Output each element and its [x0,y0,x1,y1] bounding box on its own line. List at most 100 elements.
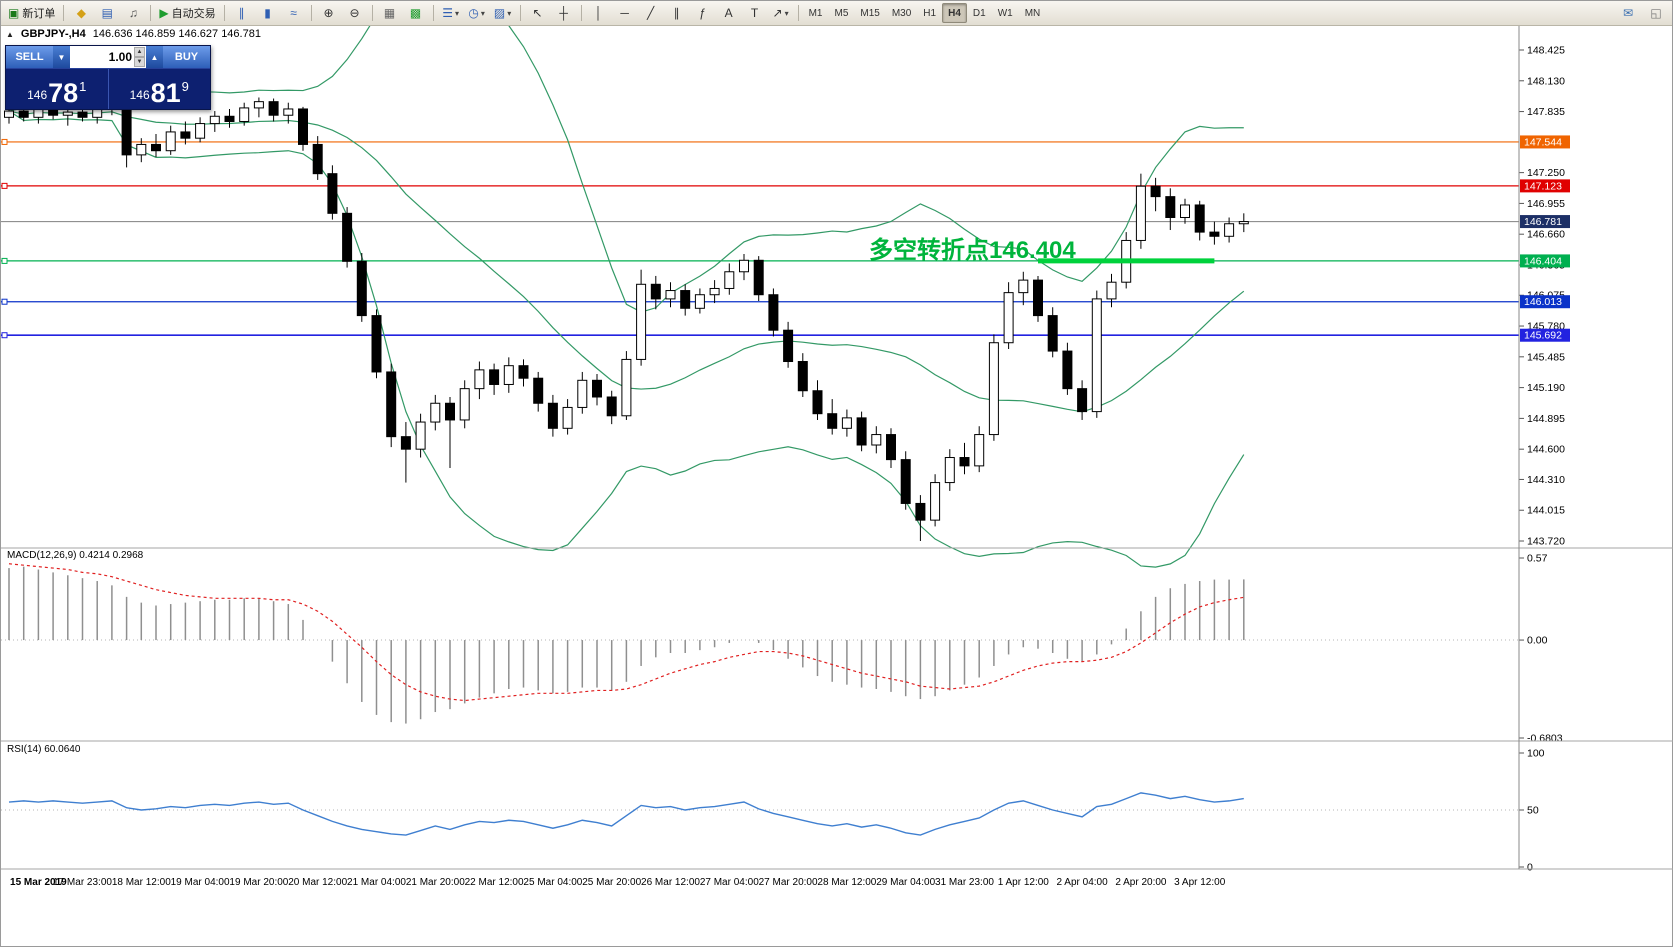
text-label-button[interactable]: T [742,2,768,24]
bar-chart-icon-button[interactable]: ∥ [229,2,255,24]
candle-body [1209,231,1220,237]
candle-body [445,402,455,421]
hline-handle[interactable] [1,298,8,305]
candlestick-icon-icon: ▮ [264,6,271,20]
candle-body [151,143,161,152]
price-scale[interactable]: 148.425 148.130 147.835 147.250 146.955 146.6… [1519,45,1570,548]
hline-handle[interactable] [1,257,8,264]
indicators-button-dropdown-icon[interactable]: ▾ [454,8,459,18]
time-label: 27 Mar 04:00 [700,877,759,888]
toolbar-right-button-2[interactable]: ◱ [1643,2,1669,24]
candle-body [1091,298,1102,413]
autotrading-button[interactable]: ▶ 自动交易 [155,2,219,24]
periods-button[interactable]: ◷ ▾ [464,2,490,24]
buy-price-prefix: 146 [129,88,150,102]
candle-body [753,259,764,296]
favorites-icon-button[interactable]: ◆ [68,2,94,24]
collapse-trade-panel-icon[interactable]: ▲ [6,29,14,39]
lot-input[interactable]: 1.00 ▲ ▼ [70,46,146,68]
macd-panel[interactable]: 0.57 0.00 -0.6803 [1,553,1563,745]
lot-spinner[interactable]: ▲ ▼ [134,47,145,67]
cursor-button[interactable]: ↖ [525,2,551,24]
candle-body [4,110,14,118]
buy-price[interactable]: 146 81 9 [107,69,211,109]
timeframe-h4[interactable]: H4 [942,3,967,23]
sell-button[interactable]: SELL [6,46,53,68]
periods-button-dropdown-icon[interactable]: ▾ [480,8,485,18]
arrows-button[interactable]: ↗ ▾ [768,2,794,24]
text-button[interactable]: A [716,2,742,24]
zoom-in-icon: ⊕ [323,6,334,20]
tile-windows-button[interactable]: ▦ [377,2,403,24]
fibonacci-button[interactable]: ƒ [690,2,716,24]
vertical-line-button[interactable]: │ [586,2,612,24]
hline-handle[interactable] [1,182,8,189]
lot-decrease-button[interactable]: ▼ [53,46,70,68]
candle-body [768,294,779,331]
timeframe-m5[interactable]: M5 [834,7,849,19]
timeframe-m30[interactable]: M30 [891,7,912,19]
zoom-in-button[interactable]: ⊕ [316,2,342,24]
horizontal-line-button[interactable]: ─ [612,2,638,24]
toolbar: ▣ 新订单 ◆ ▤ ♫ ▶ 自动交易 ∥ ▮ ≈ ⊕ ⊖ ▦ ▩ ☰ ▾ ◷ ▾ ▨ ▾ ↖ ┼ │ ─ ╱ ∥ ƒ A T ↗ ▾ M1 M5… [1,1,1672,26]
trendline-button[interactable]: ╱ [638,2,664,24]
timeframe-m1[interactable]: M1 [808,7,823,19]
new-order-button[interactable]: ▣ 新订单 [4,2,59,24]
chart-canvas[interactable]: 0.57 0.00 -0.6803 100 50 0 148.425 148.130 147.8… [1,25,1673,948]
grid-icon: ▩ [409,6,422,20]
rsi-header: RSI(14) 60.0640 [7,744,81,755]
price-tag-147.544 [1520,135,1570,149]
templates-button[interactable]: ▨ ▾ [490,2,516,24]
time-label: 1 Apr 12:00 [998,877,1050,888]
market-watch-icon-button[interactable]: ▤ [94,2,120,24]
hline-handle[interactable] [1,332,8,339]
periods-icon: ◷ [468,6,479,20]
timeframe-w1[interactable]: W1 [997,7,1013,19]
candle-body [886,434,896,461]
alerts-icon-button[interactable]: ♫ [120,2,146,24]
rsi-line [8,792,1244,836]
trendline-icon: ╱ [646,6,655,20]
time-label: 25 Mar 20:00 [582,877,641,888]
bar-chart-icon-icon: ∥ [238,6,245,20]
vertical-line-icon: │ [594,6,603,20]
line-chart-icon-button[interactable]: ≈ [281,2,307,24]
grid-button[interactable]: ▩ [403,2,429,24]
lot-increase-button[interactable]: ▲ [146,46,163,68]
price-tick-label: 147.250 [1527,167,1565,179]
lot-spinner-down-icon[interactable]: ▼ [134,57,145,67]
timeframe-d1[interactable]: D1 [972,7,986,19]
timeframe-m15[interactable]: M15 [860,7,880,19]
lot-spinner-up-icon[interactable]: ▲ [134,47,145,57]
candle-body [62,111,73,116]
channel-button[interactable]: ∥ [664,2,690,24]
indicators-button[interactable]: ☰ ▾ [438,2,464,24]
sell-price[interactable]: 146 78 1 [6,69,108,109]
chart-annotation[interactable]: 多空转折点146.404 [869,237,1076,264]
candlestick-icon-button[interactable]: ▮ [255,2,281,24]
one-click-trade-panel: SELL ▼ 1.00 ▲ ▼ ▲ BUY 146 78 1 146 81 9 [5,45,211,110]
main-chart-panel[interactable] [1,25,1519,568]
rsi-panel[interactable]: 100 50 0 [1,748,1545,874]
candle-body [474,369,485,390]
candle-body [871,434,882,446]
time-label: 29 Mar 04:00 [876,877,935,888]
templates-button-dropdown-icon[interactable]: ▾ [507,8,512,18]
text-icon: A [724,6,733,20]
price-tick-label: 144.015 [1527,505,1565,517]
candle-body [77,111,88,118]
buy-button[interactable]: BUY [163,46,210,68]
arrows-button-dropdown-icon[interactable]: ▾ [784,8,789,18]
candle-body [298,108,308,145]
candle-body [400,436,411,450]
hline-handle[interactable] [1,138,8,145]
crosshair-button[interactable]: ┼ [551,2,577,24]
timeframe-mn[interactable]: MN [1024,7,1041,19]
toolbar-right-button-1[interactable]: ✉ [1615,2,1641,24]
timeframe-h1[interactable]: H1 [923,7,937,19]
price-tick-label: 148.425 [1527,45,1565,57]
price-tick-label: 145.190 [1527,382,1565,394]
sell-price-pip: 1 [79,79,87,94]
zoom-out-button[interactable]: ⊖ [342,2,368,24]
